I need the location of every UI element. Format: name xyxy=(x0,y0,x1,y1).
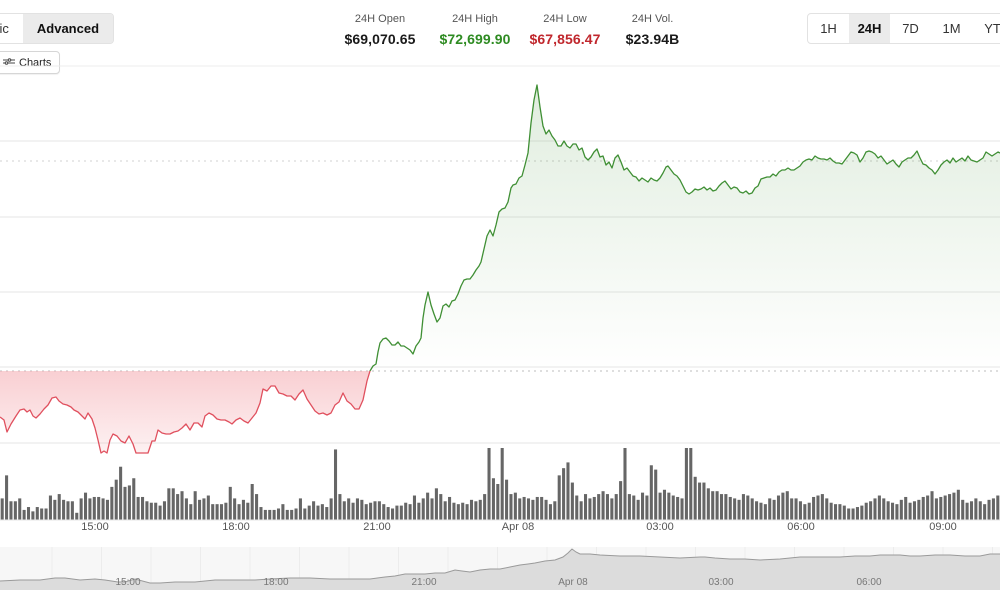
stat-label: 24H Open xyxy=(354,13,406,25)
x-axis-label: 09:00 xyxy=(929,521,957,533)
navigator-label: 15:00 xyxy=(115,577,141,588)
price-line-above-open xyxy=(369,84,1000,371)
range-tab-7d[interactable]: 7D xyxy=(902,21,919,36)
stat-label: 24H High xyxy=(452,13,498,25)
stat-value: $67,856.47 xyxy=(529,31,601,47)
range-tab-1h[interactable]: 1H xyxy=(820,21,837,36)
price-line-below-open xyxy=(0,371,371,454)
navigator-label: 03:00 xyxy=(708,577,734,588)
navigator-label: 06:00 xyxy=(856,577,882,588)
time-range-tabs[interactable]: 1H 24H 7D 1M YT xyxy=(807,13,1000,44)
stats-bar: 24H Open $69,070.65 24H High $72,699.90 … xyxy=(330,12,695,49)
x-axis-label: 03:00 xyxy=(646,521,674,533)
volume-bars xyxy=(0,448,1000,520)
x-axis-label: 06:00 xyxy=(787,521,815,533)
chart-mode-toggle[interactable]: sic Advanced xyxy=(0,13,115,44)
stat-24h-open: 24H Open $69,070.65 xyxy=(330,12,430,49)
navigator-label: Apr 08 xyxy=(558,577,588,588)
x-axis-label: 18:00 xyxy=(222,521,250,533)
mode-basic-tab[interactable]: sic xyxy=(0,21,9,36)
navigator-label: 18:00 xyxy=(263,577,289,588)
stat-24h-volume: 24H Vol. $23.94B xyxy=(610,12,695,49)
x-axis-label: Apr 08 xyxy=(501,521,535,533)
price-area-down xyxy=(0,371,1000,453)
stat-value: $69,070.65 xyxy=(344,31,416,47)
stat-24h-high: 24H High $72,699.90 xyxy=(430,12,520,49)
navigator-line xyxy=(0,548,1000,584)
x-axis-label: 21:00 xyxy=(363,521,391,533)
time-navigator[interactable] xyxy=(0,547,1000,590)
chart-settings-icon xyxy=(3,57,15,67)
stat-label: 24H Vol. xyxy=(631,13,674,25)
stat-label: 24H Low xyxy=(543,13,587,25)
price-area-up xyxy=(0,85,1000,371)
mode-advanced-tab[interactable]: Advanced xyxy=(22,14,114,43)
x-axis-label: 15:00 xyxy=(81,521,109,533)
stat-value: $23.94B xyxy=(625,31,680,47)
range-tab-ytd[interactable]: YT xyxy=(984,21,1000,36)
stat-value: $72,699.90 xyxy=(439,31,511,47)
navigator-label: 21:00 xyxy=(411,577,437,588)
range-tab-1m[interactable]: 1M xyxy=(942,21,961,36)
stat-24h-low: 24H Low $67,856.47 xyxy=(520,12,610,49)
range-tab-24h[interactable]: 24H xyxy=(849,14,890,43)
